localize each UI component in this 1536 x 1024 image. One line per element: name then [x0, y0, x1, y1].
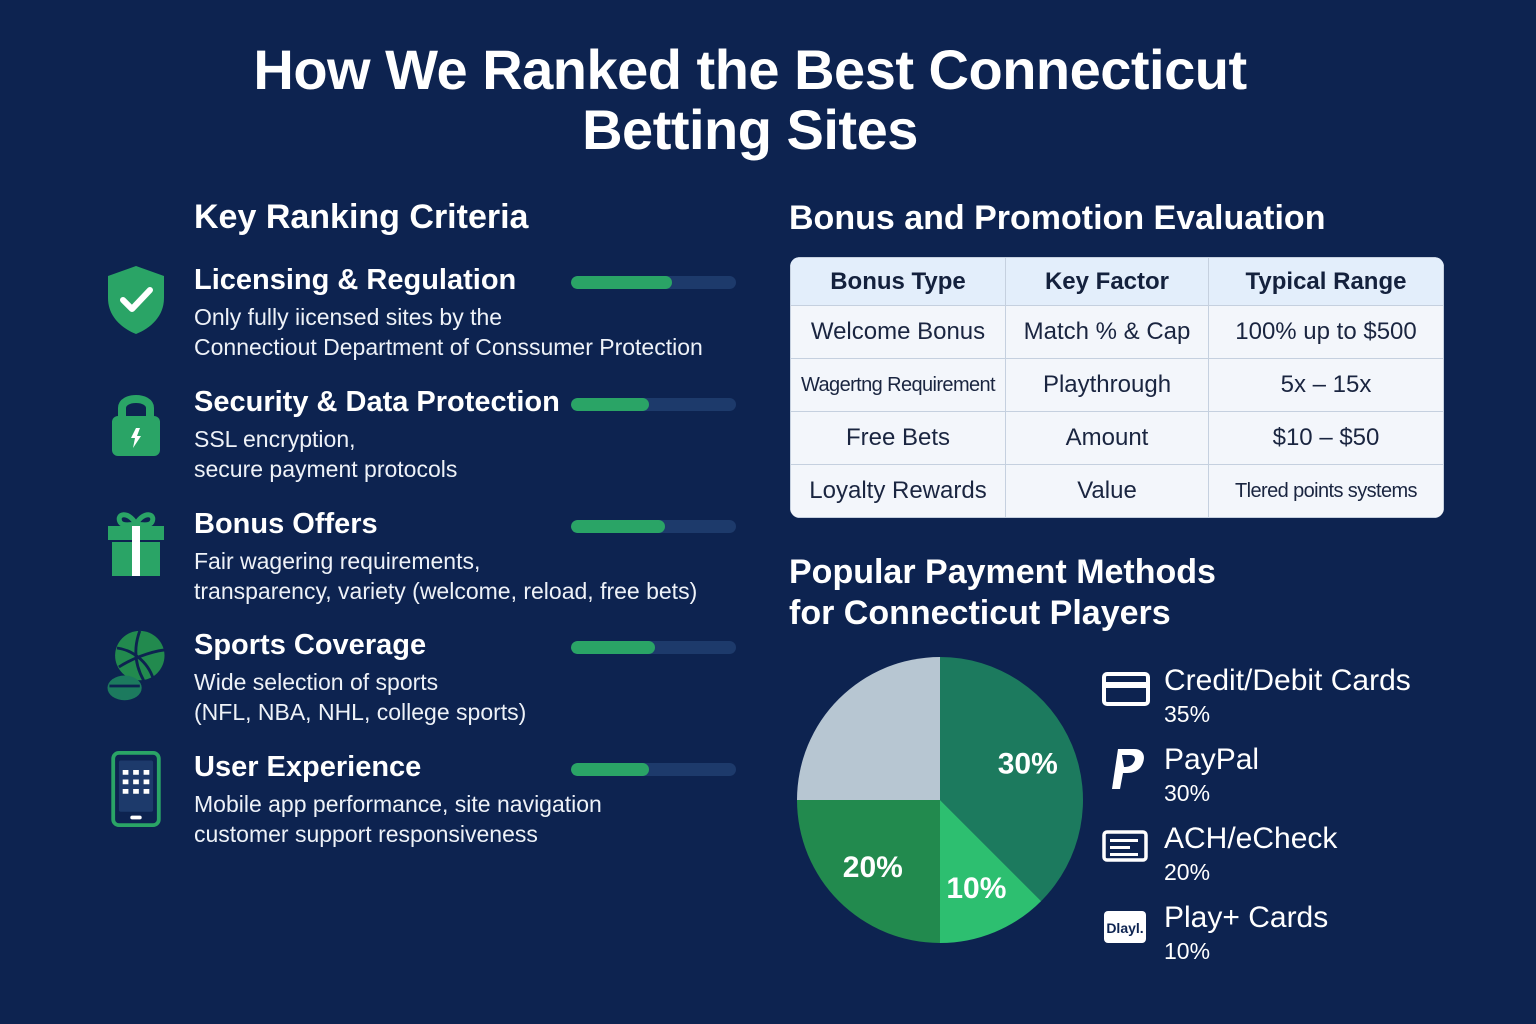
score-bar [571, 641, 736, 654]
payment-heading: Popular Payment Methods for Connecticut … [789, 552, 1216, 634]
description-line: (NFL, NBA, NHL, college sports) [194, 699, 527, 725]
criterion-licensing: Licensing & Regulation Only fully iicens… [100, 264, 750, 374]
description-line: Mobile app performance, site navigation [194, 791, 602, 817]
table-cell: Amount [1005, 411, 1209, 465]
criterion-name: Bonus Offers [194, 508, 378, 540]
legend-item-credit-debit: Credit/Debit Cards 35% [1100, 664, 1520, 738]
table-cell: Wagertng Requirement [790, 358, 1006, 412]
description-line: secure payment protocols [194, 456, 458, 482]
gift-icon [108, 512, 164, 576]
score-bar-fill [571, 763, 649, 776]
bonus-heading: Bonus and Promotion Evaluation [789, 198, 1325, 239]
legend-name: Play+ Cards [1164, 901, 1329, 934]
pie-slice-label: 30% [998, 748, 1058, 781]
criterion-bonus-offers: Bonus Offers Fair wagering requirements,… [100, 508, 750, 618]
bonus-table: Bonus Type Key Factor Typical Range Welc… [790, 257, 1444, 518]
payment-heading-line-2: for Connecticut Players [789, 594, 1171, 632]
sports-balls-icon [107, 630, 165, 701]
score-bar-fill [571, 641, 656, 654]
legend-item-ach: ACH/eCheck 20% [1100, 822, 1520, 896]
bonus-heading-text: Bonus and Promotion Evaluation [789, 199, 1326, 237]
description-line: Only fully iicensed sites by the [194, 304, 503, 330]
table-cell: Match % & Cap [1005, 305, 1209, 359]
score-bar-fill [571, 520, 666, 533]
criterion-description: SSL encryption, secure payment protocols [194, 424, 754, 484]
legend-value: 35% [1164, 701, 1211, 727]
column-header: Bonus Type [790, 257, 1006, 306]
pie-chart-svg: 30% 10% 20% [797, 657, 1083, 943]
legend-name: ACH/eCheck [1164, 822, 1338, 855]
legend-value: 30% [1164, 780, 1211, 806]
table-cell: Welcome Bonus [790, 305, 1006, 359]
table-cell: 100% up to $500 [1208, 305, 1444, 359]
pie-slice [797, 657, 940, 800]
score-bar [571, 763, 736, 776]
criterion-user-experience: User Experience Mobile app performance, … [100, 751, 750, 861]
criterion-name: Licensing & Regulation [194, 264, 517, 296]
table-cell: 5x – 15x [1208, 358, 1444, 412]
table-row: Free Bets Amount $10 – $50 [790, 411, 1444, 465]
table-cell: Free Bets [790, 411, 1006, 465]
description-line: Fair wagering requirements, [194, 548, 481, 574]
criterion-name: User Experience [194, 751, 422, 783]
description-line: Connectiout Department of Conssumer Prot… [194, 334, 703, 360]
criterion-name: Security & Data Protection [194, 386, 560, 418]
criterion-description: Only fully iicensed sites by the Connect… [194, 302, 754, 362]
play-plus-card-icon: Dlayl. [1104, 911, 1146, 943]
criteria-heading: Key Ranking Criteria [194, 198, 529, 236]
legend-item-play-plus: Dlayl. Play+ Cards 10% [1100, 901, 1520, 975]
score-bar-fill [571, 398, 649, 411]
criterion-description: Fair wagering requirements, transparency… [194, 546, 754, 606]
lock-icon [112, 395, 160, 456]
paypal-icon [1112, 749, 1144, 789]
page-title: How We Ranked the Best Connecticut Betti… [0, 40, 1500, 160]
pie-slice-label: 10% [946, 872, 1006, 905]
mobile-phone-icon [111, 751, 161, 827]
table-cell: Playthrough [1005, 358, 1209, 412]
description-line: SSL encryption, [194, 426, 356, 452]
shield-check-icon [108, 266, 164, 334]
table-cell: Loyalty Rewards [790, 464, 1006, 518]
table-row: Welcome Bonus Match % & Cap 100% up to $… [790, 305, 1444, 359]
title-line-2: Betting Sites [582, 98, 918, 161]
description-line: Wide selection of sports [194, 669, 439, 695]
pie-slice [940, 657, 1083, 902]
check-icon [1102, 830, 1148, 862]
table-row: Wagertng Requirement Playthrough 5x – 15… [790, 358, 1444, 412]
card-logo-text: Dlayl. [1106, 920, 1143, 936]
criterion-sports-coverage: Sports Coverage Wide selection of sports… [100, 629, 750, 739]
score-bar [571, 276, 736, 289]
legend-name: Credit/Debit Cards [1164, 664, 1411, 697]
table-row: Loyalty Rewards Value Tlered points syst… [790, 464, 1444, 518]
column-header: Typical Range [1208, 257, 1444, 306]
payment-pie-chart: 30% 10% 20% [790, 650, 1090, 950]
table-cell: Tlered points systems [1208, 464, 1444, 518]
column-header: Key Factor [1005, 257, 1209, 306]
criterion-name: Sports Coverage [194, 629, 427, 661]
score-bar [571, 398, 736, 411]
description-line: customer support responsiveness [194, 821, 538, 847]
credit-card-icon [1102, 672, 1150, 706]
score-bar [571, 520, 736, 533]
table-cell: $10 – $50 [1208, 411, 1444, 465]
table-header-row: Bonus Type Key Factor Typical Range [790, 257, 1444, 306]
criterion-description: Wide selection of sports (NFL, NBA, NHL,… [194, 667, 754, 727]
table-cell: Value [1005, 464, 1209, 518]
description-line: transparency, variety (welcome, reload, … [194, 578, 698, 604]
criterion-security: Security & Data Protection SSL encryptio… [100, 386, 750, 496]
score-bar-fill [571, 276, 672, 289]
legend-item-paypal: PayPal 30% [1100, 743, 1520, 817]
legend-value: 10% [1164, 938, 1211, 964]
legend-name: PayPal [1164, 743, 1260, 776]
pie-slice-label: 20% [843, 851, 903, 884]
payment-heading-line-1: Popular Payment Methods [789, 553, 1216, 591]
pie-slice [797, 800, 940, 943]
pie-slice [940, 800, 1042, 943]
legend-value: 20% [1164, 859, 1211, 885]
criterion-description: Mobile app performance, site navigation … [194, 789, 754, 849]
title-line-1: How We Ranked the Best Connecticut [253, 38, 1247, 101]
